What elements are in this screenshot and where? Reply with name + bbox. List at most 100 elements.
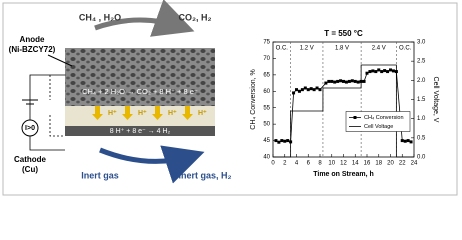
marker xyxy=(339,79,343,83)
sweep-in: Inert gas xyxy=(81,170,119,180)
current-label: I>0 xyxy=(25,125,35,132)
x-tick-label: 16 xyxy=(364,161,371,167)
marker xyxy=(386,70,390,74)
marker xyxy=(347,79,351,83)
marker xyxy=(368,70,372,74)
anode-material: (Ni-BZCY72) xyxy=(9,45,56,54)
x-tick-label: 8 xyxy=(318,161,322,167)
marker xyxy=(377,68,381,72)
feed-arrow xyxy=(94,0,195,37)
proton: H⁺ xyxy=(198,110,207,117)
marker xyxy=(286,139,290,143)
marker xyxy=(333,80,337,84)
anode-pointer xyxy=(47,54,73,67)
marker xyxy=(374,70,378,74)
cathode-material: (Cu) xyxy=(22,165,38,174)
y2-axis-label: Cell Voltage, V xyxy=(432,77,439,123)
marker xyxy=(400,139,404,143)
current-path xyxy=(49,75,65,137)
x-tick-label: 22 xyxy=(399,161,406,167)
annotation: 1.2 V xyxy=(300,46,314,52)
x-tick-label: 20 xyxy=(387,161,394,167)
y2-tick-label: 2.0 xyxy=(417,78,426,84)
marker xyxy=(336,79,340,83)
annotation: O.C. xyxy=(399,46,412,52)
chart: T = 550 °C0 2 4 6 8 10 12 14 16 18 20 22 24404550556… xyxy=(250,29,439,178)
x-tick-label: 10 xyxy=(328,161,335,167)
marker xyxy=(380,70,384,74)
y2-tick-label: 2.5 xyxy=(417,59,426,65)
y-tick-label: 45 xyxy=(263,138,270,144)
proton-arrows xyxy=(92,106,193,120)
marker xyxy=(315,86,319,90)
marker xyxy=(297,89,301,93)
y-tick-label: 60 xyxy=(263,89,270,95)
annotation: O.C. xyxy=(276,46,289,52)
marker xyxy=(312,88,316,92)
marker xyxy=(403,139,407,143)
marker xyxy=(389,68,392,72)
marker xyxy=(277,140,281,144)
y-tick-label: 70 xyxy=(263,56,270,62)
y-tick-label: 50 xyxy=(263,122,270,128)
marker xyxy=(362,79,366,83)
cathode-reaction: 8 H⁺ + 8 e⁻ → 4 H₂ xyxy=(110,128,171,135)
feed-in: CH₄ , H₂O xyxy=(79,12,121,22)
marker xyxy=(309,87,313,91)
series-line xyxy=(273,64,414,158)
x-tick-label: 12 xyxy=(340,161,347,167)
x-tick-label: 6 xyxy=(307,161,311,167)
marker xyxy=(324,81,328,85)
x-tick-label: 18 xyxy=(375,161,382,167)
marker xyxy=(344,80,348,84)
y2-tick-label: 0.5 xyxy=(417,135,426,141)
marker xyxy=(350,79,354,83)
y-tick-label: 75 xyxy=(263,40,270,46)
x-tick-label: 0 xyxy=(271,161,275,167)
legend-label: CH₄ Conversion xyxy=(364,115,404,121)
marker xyxy=(274,139,278,143)
y2-tick-label: 3.0 xyxy=(417,40,426,46)
cathode-layer xyxy=(65,126,215,136)
ammeter xyxy=(21,119,39,137)
x-axis-label: Time on Stream, h xyxy=(313,171,374,178)
legend-box xyxy=(345,111,411,132)
marker xyxy=(342,79,345,83)
y2-tick-label: 0.0 xyxy=(417,155,426,161)
marker xyxy=(327,79,331,83)
y2-tick-label: 1.5 xyxy=(417,97,426,103)
marker xyxy=(365,71,369,75)
sweep-out: Inert gas, H₂ xyxy=(178,170,231,180)
marker xyxy=(306,88,310,92)
marker xyxy=(409,140,413,144)
x-tick-label: 2 xyxy=(283,161,287,167)
x-tick-label: 14 xyxy=(352,161,359,167)
proton: H⁺ xyxy=(168,110,177,117)
cathode-label: Cathode xyxy=(14,155,47,164)
diagram: CH₄ , H₂O CO₂, H₂ CH₄ + 2 H₂O → CO₂ + 8 … xyxy=(9,0,232,184)
marker xyxy=(406,139,410,143)
marker xyxy=(295,88,298,92)
y2-tick-label: 1.0 xyxy=(417,116,426,122)
marker xyxy=(318,88,322,92)
y-tick-label: 65 xyxy=(263,72,270,78)
x-tick-label: 4 xyxy=(295,161,299,167)
membrane xyxy=(65,106,215,126)
marker xyxy=(303,86,307,90)
marker xyxy=(283,139,287,143)
proton: H⁺ xyxy=(108,110,117,117)
chart-title: T = 550 °C xyxy=(324,29,363,38)
annotation: 1.8 V xyxy=(335,46,349,52)
anode-layer xyxy=(65,48,215,106)
marker xyxy=(300,88,304,92)
marker xyxy=(391,69,395,73)
annotation: 2.4 V xyxy=(372,46,386,52)
anode-label: Anode xyxy=(20,35,45,44)
proton: H⁺ xyxy=(138,110,147,117)
marker xyxy=(330,79,334,83)
marker xyxy=(280,139,284,143)
feed-out: CO₂, H₂ xyxy=(179,12,212,22)
y-tick-label: 40 xyxy=(263,155,270,161)
anode-reaction: CH₄ + 2 H₂O → CO₂ + 8 H⁺ + 8 e⁻ xyxy=(82,87,198,96)
sweep-arrow xyxy=(99,145,205,184)
